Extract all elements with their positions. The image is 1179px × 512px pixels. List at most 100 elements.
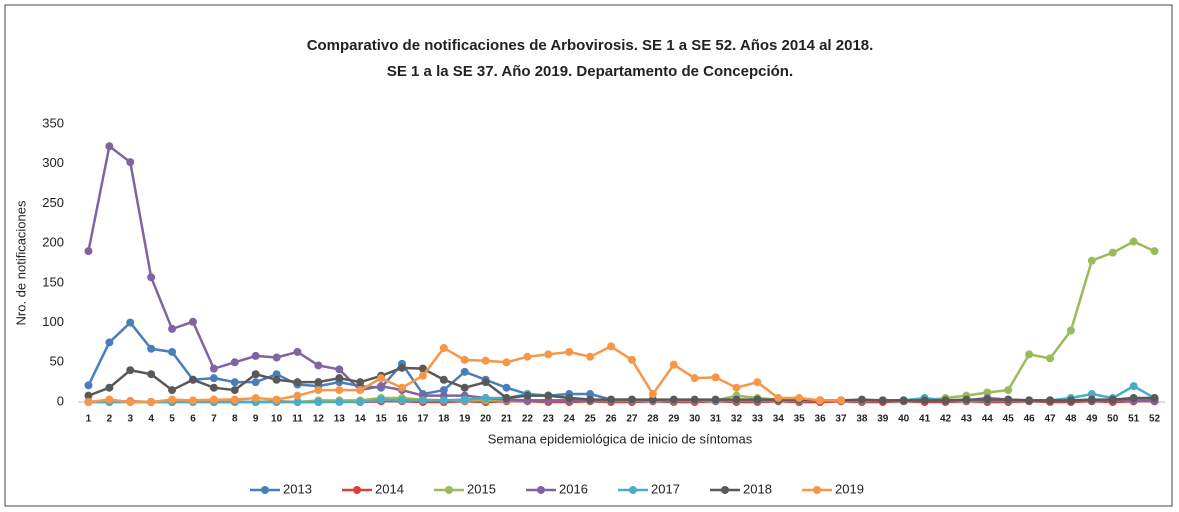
data-point — [188, 396, 197, 405]
data-point — [627, 355, 636, 364]
data-point — [1108, 395, 1117, 404]
x-tick-label: 11 — [292, 414, 303, 425]
x-tick-label: 21 — [501, 414, 513, 425]
data-point — [481, 378, 490, 387]
x-tick-label: 36 — [815, 414, 827, 425]
data-point — [690, 374, 699, 383]
x-axis-label: Semana epidemiológica de inicio de sínto… — [488, 431, 753, 446]
data-point — [920, 396, 929, 405]
data-point — [398, 383, 407, 392]
x-tick-label: 4 — [148, 414, 154, 425]
chart-subtitle: SE 1 a la SE 37. Año 2019. Departamento … — [387, 63, 793, 80]
data-point — [272, 395, 281, 404]
x-tick-label: 9 — [253, 414, 259, 425]
legend-marker — [721, 486, 729, 494]
data-point — [1129, 382, 1138, 391]
data-point — [377, 382, 386, 391]
x-tick-label: 52 — [1149, 414, 1161, 425]
data-point — [481, 394, 490, 403]
data-point — [314, 378, 323, 387]
x-tick-label: 31 — [710, 414, 722, 425]
data-point — [1087, 256, 1096, 265]
data-point — [84, 398, 93, 406]
x-tick-label: 18 — [438, 414, 450, 425]
x-tick-label: 35 — [794, 414, 806, 425]
data-point — [293, 347, 302, 356]
data-point — [627, 395, 636, 404]
data-point — [188, 375, 197, 384]
data-point — [356, 398, 365, 406]
data-point — [418, 364, 427, 373]
x-tick-label: 16 — [396, 414, 408, 425]
x-tick-label: 34 — [773, 414, 785, 425]
data-point — [669, 395, 678, 404]
data-point — [481, 356, 490, 365]
data-point — [335, 398, 344, 406]
x-tick-label: 23 — [543, 414, 555, 425]
data-point — [460, 383, 469, 392]
data-point — [377, 374, 386, 383]
data-point — [816, 396, 825, 405]
y-tick-label: 250 — [42, 195, 64, 210]
data-point — [377, 395, 386, 404]
data-point — [502, 383, 511, 392]
legend-marker — [629, 486, 637, 494]
data-point — [251, 378, 260, 387]
data-point — [690, 395, 699, 404]
data-point — [732, 383, 741, 392]
data-point — [1004, 395, 1013, 404]
data-point — [356, 386, 365, 395]
data-point — [105, 338, 114, 347]
legend-label: 2015 — [467, 481, 496, 496]
data-point — [230, 358, 239, 367]
data-point — [711, 395, 720, 404]
data-point — [607, 342, 616, 351]
x-tick-label: 22 — [522, 414, 534, 425]
data-point — [1108, 248, 1117, 257]
data-point — [84, 391, 93, 400]
data-point — [105, 395, 114, 404]
data-point — [251, 351, 260, 360]
x-tick-label: 41 — [919, 414, 931, 425]
x-tick-label: 8 — [232, 414, 238, 425]
x-tick-label: 1 — [86, 414, 92, 425]
data-point — [523, 352, 532, 361]
data-point — [502, 358, 511, 367]
data-point — [251, 370, 260, 379]
x-tick-label: 37 — [835, 414, 847, 425]
data-point — [147, 370, 156, 379]
data-point — [314, 361, 323, 370]
data-point — [753, 395, 762, 404]
x-tick-label: 5 — [169, 414, 175, 425]
legend-label: 2017 — [651, 481, 680, 496]
legend-label: 2014 — [375, 481, 404, 496]
data-point — [168, 324, 177, 333]
data-point — [983, 395, 992, 404]
data-point — [899, 396, 908, 405]
data-point — [418, 396, 427, 405]
legend-marker — [537, 486, 545, 494]
x-tick-label: 47 — [1044, 414, 1056, 425]
data-point — [209, 374, 218, 383]
data-point — [84, 247, 93, 256]
data-point — [105, 142, 114, 151]
data-point — [983, 388, 992, 397]
data-point — [565, 394, 574, 403]
data-point — [1087, 395, 1096, 404]
data-point — [230, 395, 239, 404]
x-tick-label: 45 — [1003, 414, 1015, 425]
data-point — [857, 395, 866, 404]
data-point — [335, 374, 344, 383]
chart-frame — [4, 4, 1173, 507]
x-tick-label: 42 — [940, 414, 952, 425]
x-tick-label: 17 — [417, 414, 429, 425]
data-point — [126, 158, 135, 167]
data-point — [460, 367, 469, 376]
legend-marker — [445, 486, 453, 494]
data-point — [1066, 396, 1075, 405]
data-point — [460, 395, 469, 404]
x-tick-label: 48 — [1065, 414, 1077, 425]
x-tick-label: 3 — [127, 414, 133, 425]
data-point — [878, 396, 887, 405]
legend-marker — [261, 486, 269, 494]
